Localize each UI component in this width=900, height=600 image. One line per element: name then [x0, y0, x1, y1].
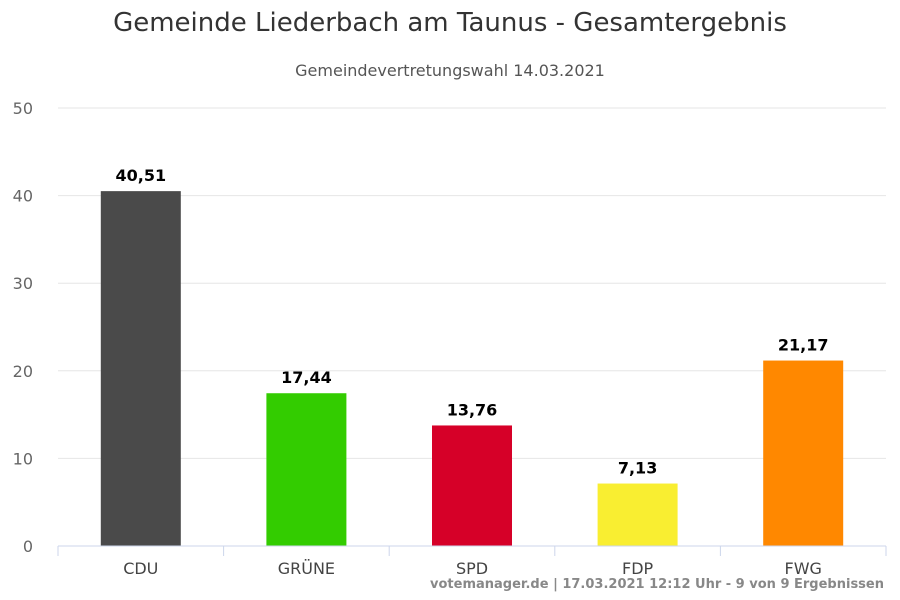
y-tick-label: 50	[13, 99, 33, 118]
bar-grüne[interactable]	[266, 393, 347, 546]
y-tick-label: 40	[13, 187, 33, 206]
x-tick-label: GRÜNE	[278, 559, 335, 578]
chart-title: Gemeinde Liederbach am Taunus - Gesamter…	[113, 8, 787, 38]
data-label: 17,44	[281, 368, 332, 387]
bar-spd[interactable]	[432, 425, 512, 546]
y-tick-label: 30	[13, 274, 33, 293]
bar-cdu[interactable]	[100, 191, 181, 547]
data-labels: 40,51 17,44 13,76 7,13 21,17	[115, 166, 828, 477]
y-tick-label: 20	[13, 362, 33, 381]
data-label: 21,17	[778, 336, 829, 355]
data-label: 13,76	[447, 400, 498, 419]
x-tick-label: FDP	[622, 559, 654, 578]
data-label: 7,13	[618, 459, 657, 478]
x-tick-label: FWG	[784, 559, 821, 578]
x-tick-label: CDU	[123, 559, 158, 578]
credits-text: votemanager.de | 17.03.2021 12:12 Uhr - …	[430, 577, 884, 592]
y-axis: 0 10 20 30 40 50	[13, 99, 33, 556]
x-tick-label: SPD	[456, 559, 488, 578]
x-axis: CDU GRÜNE SPD FDP FWG	[57, 545, 887, 578]
y-tick-label: 10	[13, 449, 33, 468]
y-tick-label: 0	[23, 537, 33, 556]
chart-subtitle: Gemeindevertretungswahl 14.03.2021	[295, 61, 605, 80]
bar-fwg[interactable]	[763, 360, 844, 546]
data-label: 40,51	[115, 166, 166, 185]
bars	[100, 191, 844, 547]
bar-fdp[interactable]	[597, 483, 678, 546]
